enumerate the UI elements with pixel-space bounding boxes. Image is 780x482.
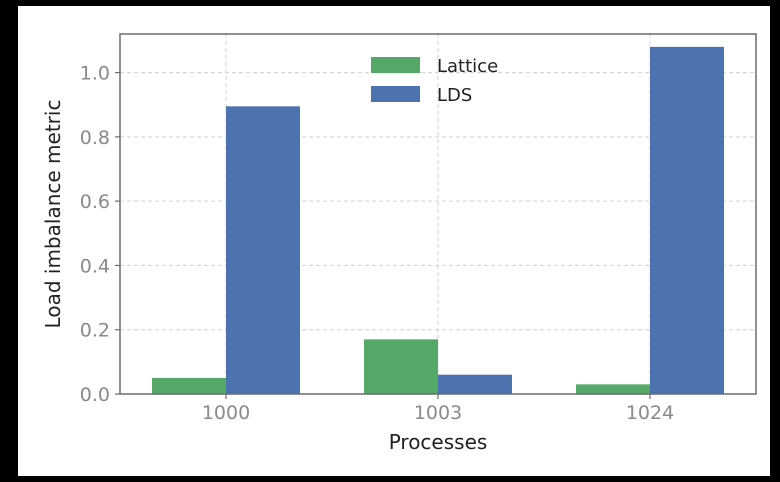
- y-axis-title: Load imbalance metric: [41, 100, 65, 329]
- x-tick-label: 1003: [414, 402, 462, 424]
- x-axis-title: Processes: [389, 430, 488, 454]
- bar-lattice-1003: [364, 339, 438, 394]
- y-tick-label: 0.4: [80, 255, 110, 277]
- y-tick-label: 0.6: [80, 191, 110, 213]
- y-tick-label: 0.2: [80, 320, 110, 342]
- bars: [152, 46, 724, 395]
- bar-lattice-1024: [576, 384, 650, 394]
- legend-swatch-lds: [371, 86, 420, 102]
- y-tick-label: 1.0: [80, 63, 110, 85]
- legend-label-lds: LDS: [437, 85, 472, 106]
- legend-swatch-lattice: [371, 57, 420, 73]
- y-axis-ticks: 0.0 0.2 0.4 0.6 0.8 1.0: [80, 63, 120, 406]
- y-tick-label: 0.0: [80, 384, 110, 406]
- bar-lds-1000: [226, 106, 300, 395]
- x-tick-label: 1024: [626, 402, 674, 424]
- x-tick-label: 1000: [202, 402, 250, 424]
- legend: Lattice LDS: [371, 56, 498, 106]
- y-tick-label: 0.8: [80, 127, 110, 149]
- bar-lds-1024: [650, 46, 724, 394]
- legend-label-lattice: Lattice: [437, 56, 498, 77]
- bar-lds-1003: [438, 374, 512, 394]
- x-axis-ticks: 1000 1003 1024: [202, 394, 674, 424]
- bar-lattice-1000: [152, 377, 226, 394]
